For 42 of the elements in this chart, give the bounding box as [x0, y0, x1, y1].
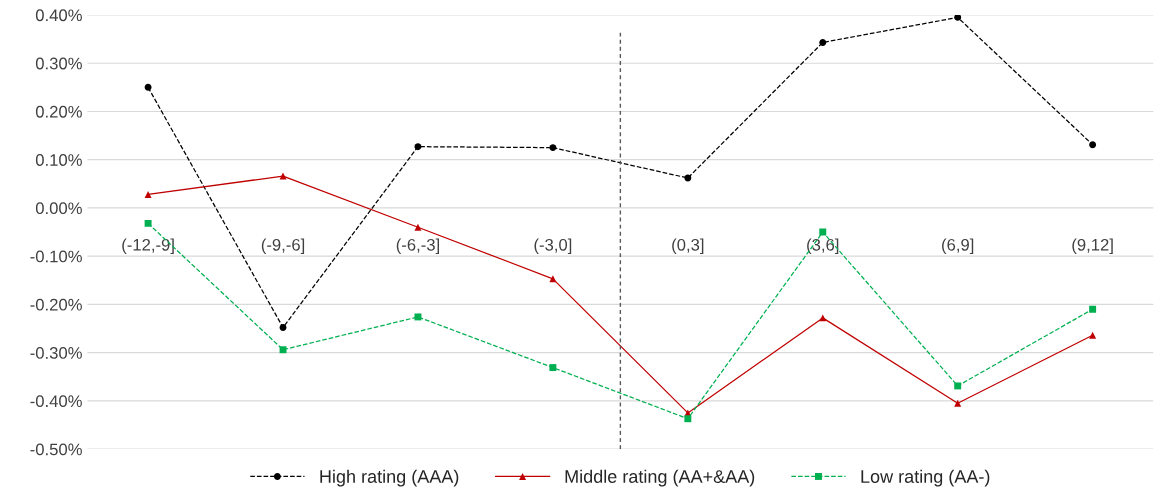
y-tick-label: 0.10%: [35, 154, 82, 166]
y-tick-label: 0.00%: [35, 202, 82, 215]
point: [954, 382, 962, 390]
x-tick-label: (3,6]: [807, 238, 839, 255]
y-tick-label: -0.20%: [30, 298, 82, 311]
point: [954, 14, 962, 21]
point: [414, 223, 422, 231]
point: [954, 399, 962, 407]
point: [1089, 305, 1097, 313]
point: [414, 313, 422, 321]
y-tick-label: -0.50%: [30, 443, 82, 456]
x-tick-label: (-3,0]: [534, 238, 572, 255]
point: [144, 219, 152, 227]
y-tick-label: 0.40%: [35, 9, 82, 22]
point: [279, 346, 287, 354]
point: [549, 364, 557, 372]
point: [279, 172, 287, 180]
x-tick-label: (-12,-9]: [122, 238, 174, 255]
point: [684, 415, 692, 423]
point: [144, 83, 152, 91]
legend-label: Low rating (AA-): [861, 469, 990, 487]
y-tick-label: -0.10%: [30, 250, 82, 263]
point: [279, 324, 287, 332]
x-tick-label: (-9,-6]: [261, 238, 305, 255]
y-tick-label: -0.30%: [30, 347, 82, 359]
x-tick-label: (6,9]: [942, 238, 974, 255]
legend-label: Middle rating (AA+&AA): [565, 469, 755, 487]
point: [1089, 141, 1097, 149]
point: [414, 143, 422, 151]
x-tick-label: (9,12]: [1072, 238, 1113, 255]
y-tick-label: 0.20%: [35, 105, 82, 118]
x-tick-label: (0,3]: [672, 238, 704, 255]
point: [1089, 331, 1097, 339]
point: [684, 174, 692, 182]
legend-label: High rating (AAA): [320, 469, 459, 487]
point: [819, 38, 827, 46]
point: [819, 228, 827, 236]
y-tick-label: 0.30%: [35, 57, 82, 70]
y-tick-label: -0.40%: [30, 395, 82, 408]
point: [144, 190, 152, 198]
point: [549, 144, 557, 152]
x-tick-label: (-6,-3]: [396, 238, 439, 255]
